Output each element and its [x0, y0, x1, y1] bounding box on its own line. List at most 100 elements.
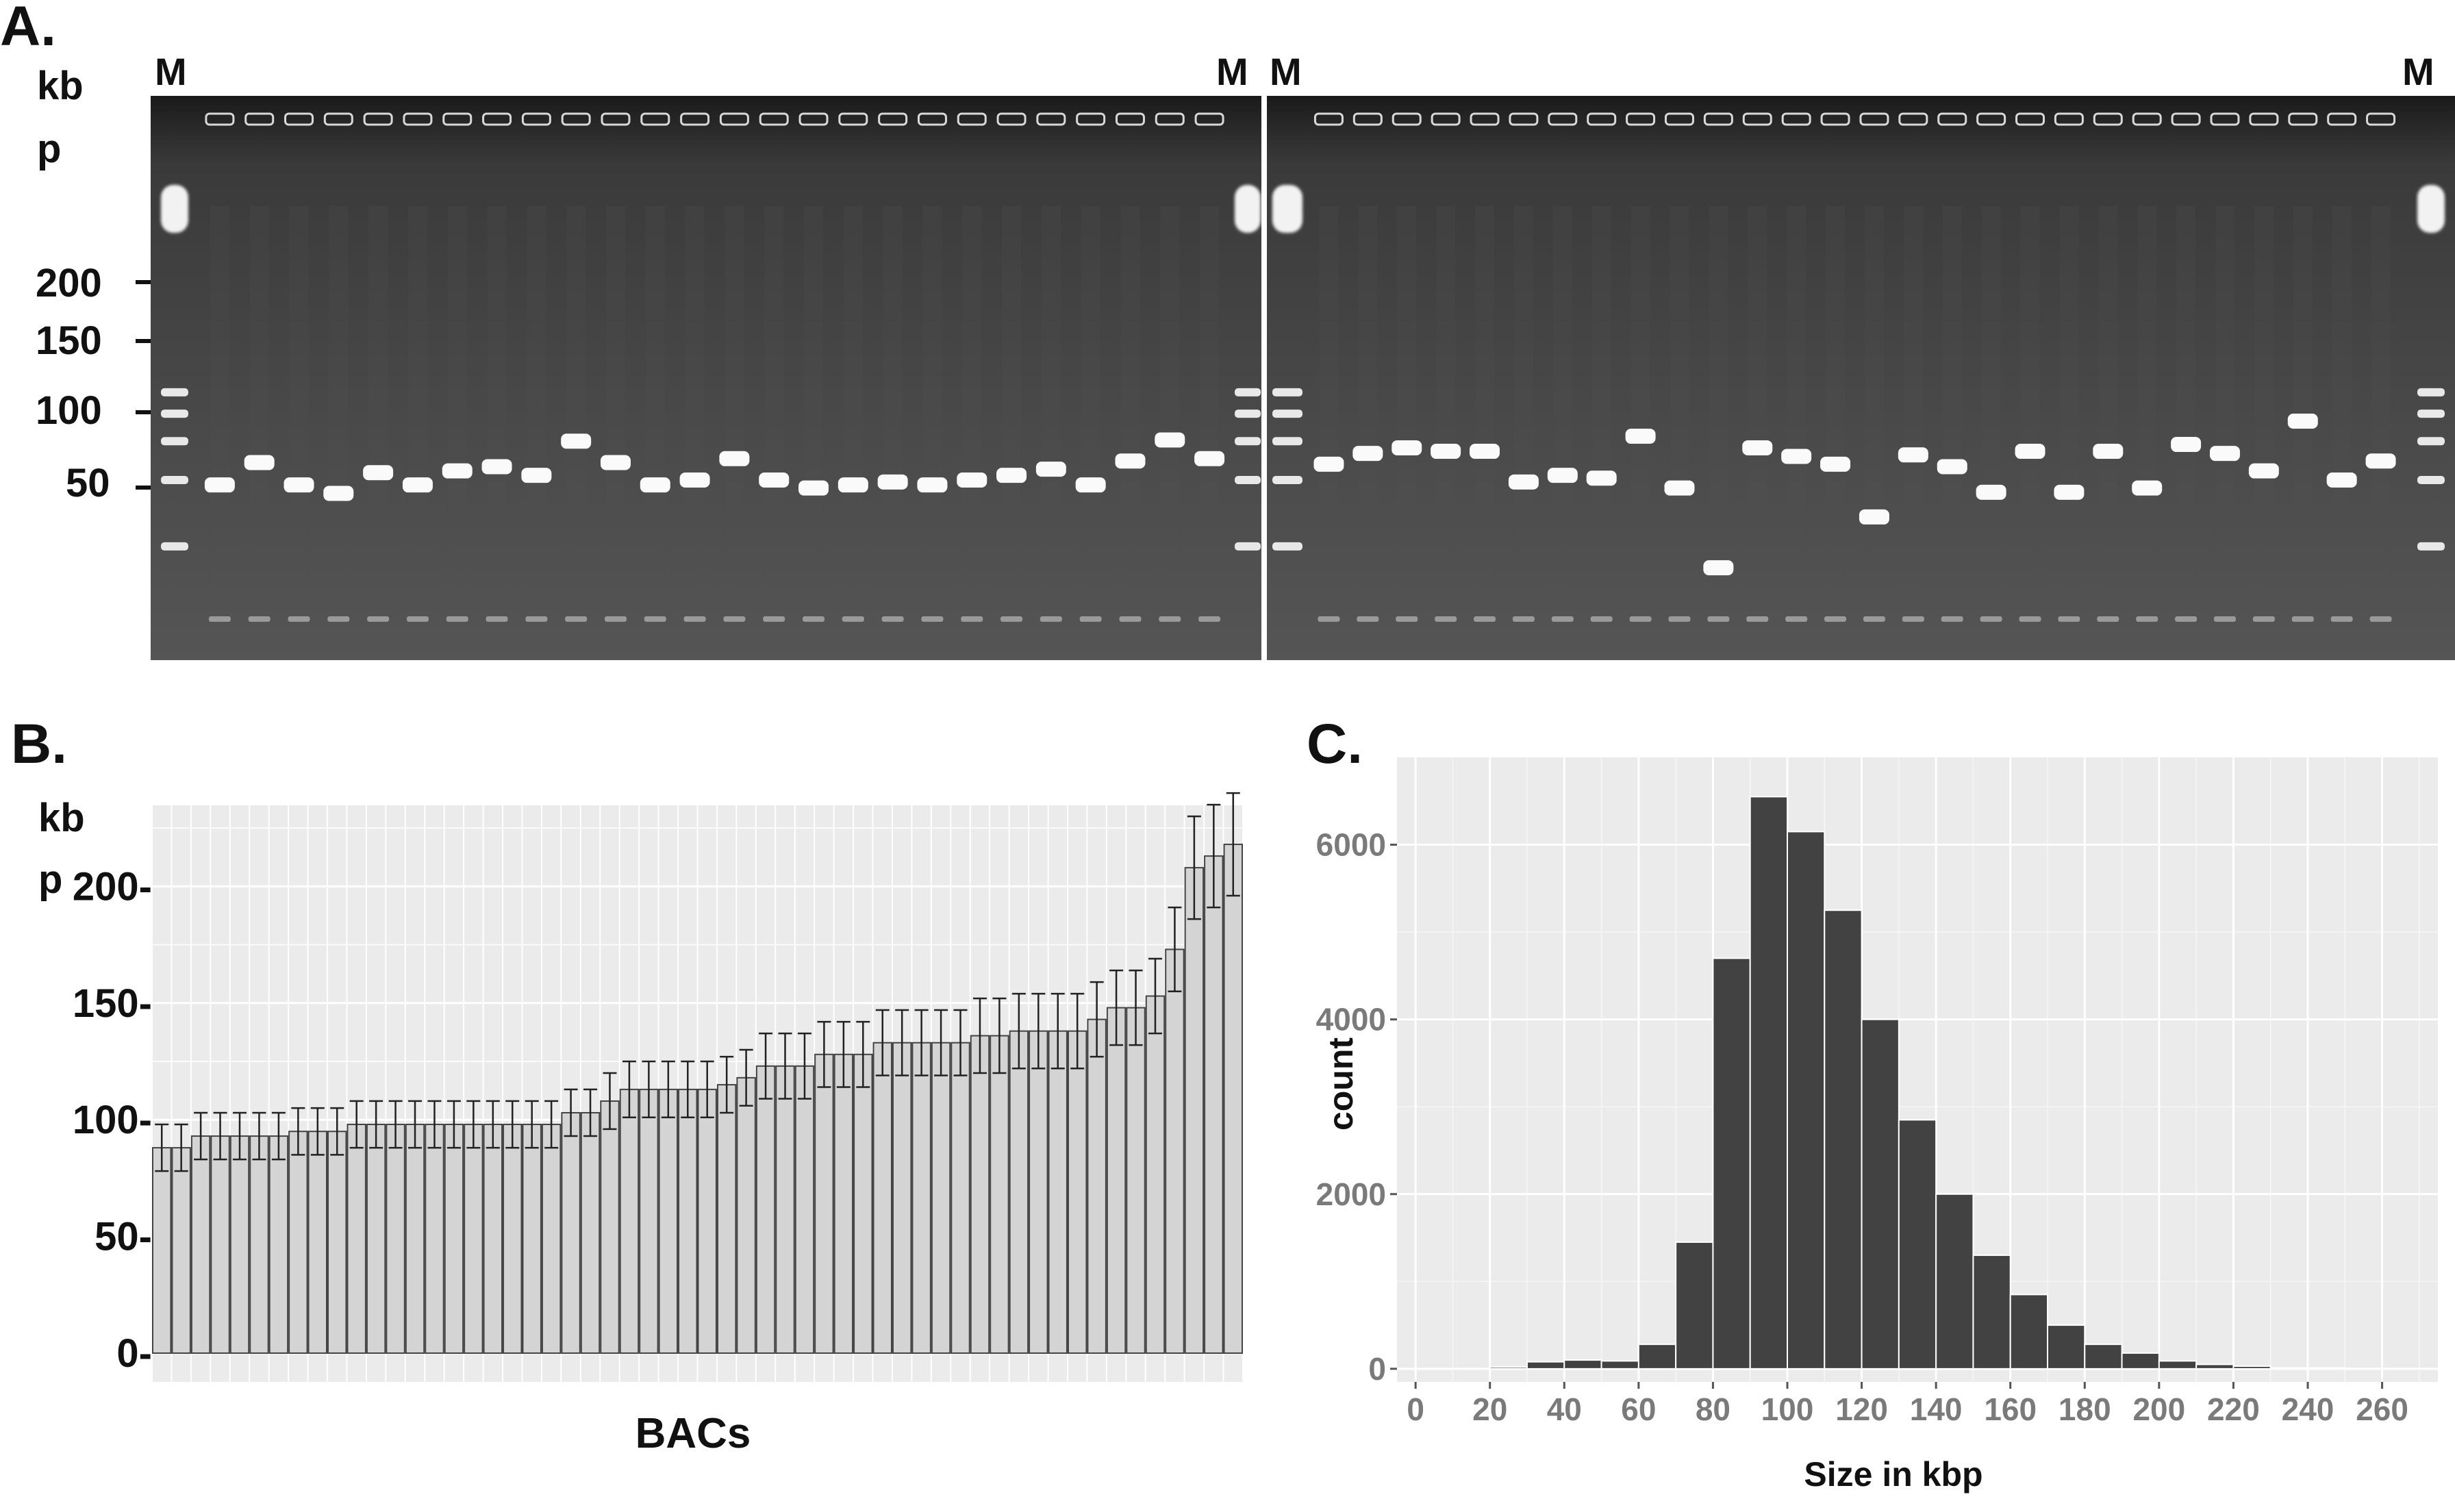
gel-front-band-left-22	[1079, 616, 1102, 622]
chart-c-xtick-label: 60	[1621, 1391, 1656, 1427]
gel-well-left-14	[759, 112, 789, 126]
gel-band-right-0	[1313, 456, 1344, 472]
chart-c-ytick-label: 6000	[1316, 827, 1386, 863]
chart-c-histogram-bar	[1563, 1359, 1602, 1370]
gel-well-right-20	[2093, 112, 2123, 126]
gel-band-right-9	[1664, 480, 1695, 496]
chart-c-histogram-bar	[2269, 1367, 2308, 1370]
gel-front-band-left-0	[208, 616, 231, 622]
chart-b-ytick-label: 0-	[116, 1331, 152, 1376]
chart-c-ylabel: count	[1322, 1037, 1360, 1131]
chart-b-bar	[464, 1124, 483, 1354]
gel-well-left-24	[1155, 112, 1185, 126]
gel-unit-label: kb	[37, 64, 84, 108]
chart-b-bar	[190, 1135, 211, 1354]
gel-band-right-11	[1742, 440, 1773, 455]
chart-b-bar	[405, 1124, 425, 1354]
chart-c-xtick-label: 260	[2356, 1391, 2408, 1427]
gel-front-band-right-5	[1512, 616, 1535, 622]
gel-well-right-12	[1781, 112, 1811, 126]
gel-smear-left-7	[487, 205, 507, 589]
chart-b-bar	[716, 1084, 737, 1354]
gel-well-right-15	[1898, 112, 1928, 126]
panel-letter-b: B.	[11, 713, 67, 775]
gel-front-band-left-19	[961, 616, 983, 622]
gel-size-label-100: 100	[36, 388, 102, 433]
gel-smear-right-25	[2293, 205, 2313, 589]
gel-marker-label-right: M	[2402, 50, 2434, 93]
gel-well-left-8	[521, 112, 551, 126]
chart-b-bar	[970, 1035, 990, 1354]
gel-marker-band-1-4	[1235, 542, 1261, 551]
gel-marker-band-3-3	[2417, 476, 2445, 484]
chart-b-bar	[1223, 844, 1244, 1354]
chart-b-bar	[541, 1124, 562, 1354]
chart-b-bar	[1087, 1018, 1107, 1354]
gel-band-left-8	[521, 468, 552, 483]
gel-well-left-19	[957, 112, 987, 126]
gel-smear-left-22	[1081, 205, 1100, 589]
gel-band-left-10	[600, 455, 631, 470]
chart-b-bar	[658, 1088, 679, 1354]
gel-well-left-7	[482, 112, 512, 126]
chart-b-bar	[152, 1147, 172, 1354]
gel-smear-left-8	[527, 205, 546, 589]
chart-b-bar	[833, 1053, 854, 1354]
gel-well-right-24	[2249, 112, 2279, 126]
gel-front-band-left-5	[406, 616, 429, 622]
chart-c-xlabel: Size in kbp	[1804, 1455, 1982, 1494]
gel-smear-left-1	[249, 205, 269, 589]
gel-well-right-4	[1470, 112, 1500, 126]
chart-c-xtick-label: 140	[1910, 1391, 1963, 1427]
chart-b-bar	[678, 1088, 698, 1354]
chart-b-bar	[872, 1042, 892, 1354]
gel-band-left-24	[1155, 432, 1185, 448]
gel-well-right-26	[2327, 112, 2357, 126]
gel-front-band-left-2	[288, 616, 310, 622]
chart-b-bar	[775, 1065, 795, 1354]
gel-front-band-right-7	[1590, 616, 1613, 622]
gel-smear-left-5	[407, 205, 427, 589]
chart-c-histogram-bar	[1600, 1360, 1639, 1370]
chart-b-bar	[307, 1131, 328, 1354]
gel-front-band-right-27	[2369, 616, 2392, 622]
gel-front-band-right-9	[1668, 616, 1691, 622]
gel-band-right-21	[2132, 480, 2163, 496]
gel-band-right-23	[2209, 446, 2240, 462]
gel-front-band-right-25	[2291, 616, 2314, 622]
gel-smear-left-24	[1160, 205, 1180, 589]
gel-well-left-4	[363, 112, 393, 126]
chart-b-bar	[1067, 1030, 1087, 1354]
chart-c-histogram-bar	[2047, 1324, 2086, 1370]
chart-b-bar	[561, 1111, 581, 1354]
gel-band-right-14	[1859, 509, 1889, 525]
gel-well-left-23	[1115, 112, 1145, 126]
chart-c-histogram-bar	[1712, 957, 1751, 1370]
gel-smear-left-21	[1041, 205, 1061, 589]
chart-c-y-tick-labels: 0 2000 4000 6000	[1316, 827, 1397, 1387]
gel-marker-band-1-3	[1235, 476, 1261, 484]
gel-well-right-11	[1742, 112, 1772, 126]
chart-c-histogram-bar	[2307, 1367, 2346, 1370]
gel-band-right-27	[2365, 453, 2396, 469]
gel-well-right-22	[2171, 112, 2201, 126]
gel-smear-left-20	[1002, 205, 1022, 589]
gel-smear-right-3	[1436, 205, 1456, 589]
gel-well-left-10	[601, 112, 631, 126]
gel-smear-left-11	[645, 205, 665, 589]
gel-band-right-24	[2248, 463, 2279, 479]
gel-band-left-0	[204, 477, 235, 493]
chart-c-ytick-label: 0	[1368, 1351, 1386, 1387]
gel-front-band-left-8	[525, 616, 548, 622]
gel-front-band-left-16	[842, 616, 864, 622]
chart-b-ytick-label: 150-	[73, 981, 152, 1026]
gel-smear-right-4	[1475, 205, 1495, 589]
gel-smear-right-21	[2137, 205, 2157, 589]
gel-band-right-19	[2054, 484, 2085, 500]
chart-b-bars	[152, 792, 1244, 1354]
chart-c-histogram-bar	[2084, 1344, 2123, 1370]
chart-b-ylabel: kb	[38, 796, 85, 840]
gel-front-band-right-20	[2097, 616, 2119, 622]
gel-well-right-3	[1431, 112, 1461, 126]
gel-size-label-200: 200	[36, 261, 102, 305]
